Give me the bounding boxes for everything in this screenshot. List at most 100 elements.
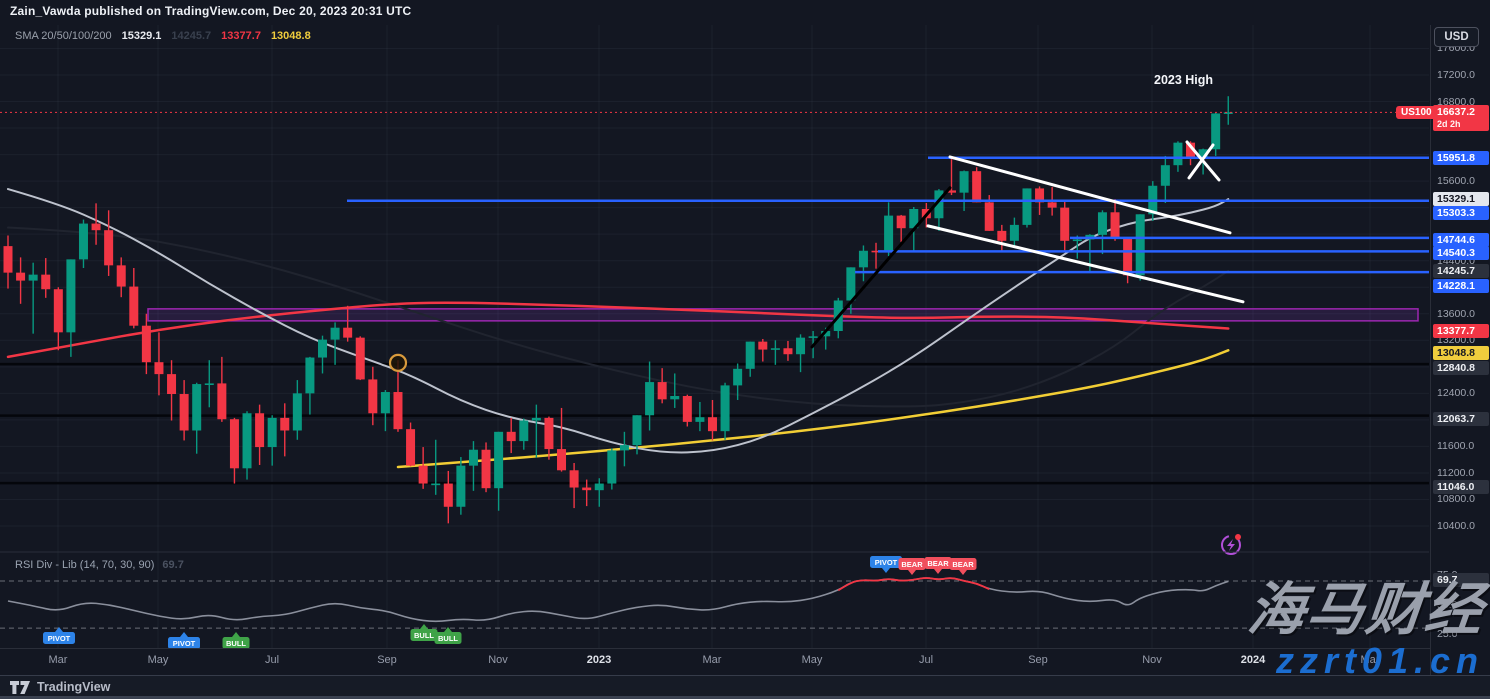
candle-body	[1198, 149, 1208, 158]
candle-down	[129, 268, 139, 329]
candle-down	[871, 242, 881, 269]
candle-body	[406, 429, 416, 466]
candle-down	[255, 404, 265, 465]
candle-down	[280, 403, 290, 457]
candle-body	[494, 431, 504, 489]
candle-down	[1060, 200, 1070, 251]
candle-body	[393, 392, 403, 430]
candle-down	[947, 159, 956, 196]
price-axis[interactable]: 17600.0 17200.0 16800.0 15600.0 14400.0 13600…	[1430, 25, 1490, 675]
price-label-69-7[interactable]: 69.7	[1433, 573, 1489, 587]
candle-up	[846, 267, 856, 314]
price-label-15329-1[interactable]: 15329.1	[1433, 192, 1489, 206]
candle-body	[1009, 224, 1019, 241]
price-label-12063-7[interactable]: 12063.7	[1433, 412, 1489, 426]
candle-body	[418, 465, 428, 484]
candle-down	[506, 417, 516, 454]
candle-body	[154, 362, 164, 375]
candle-body	[607, 450, 617, 484]
candle-down	[167, 360, 177, 421]
sma100-value: 13377.7	[221, 30, 261, 42]
candle-body	[217, 383, 227, 420]
candle-body	[255, 413, 265, 448]
candle-up	[292, 380, 302, 440]
upper-white-trendline[interactable]	[948, 155, 1232, 235]
candle-body	[66, 259, 76, 333]
candle-body	[229, 419, 239, 469]
x-mark-stroke-2[interactable]	[1187, 143, 1215, 180]
sma-legend[interactable]: SMA 20/50/100/200 15329.1 14245.7 13377.…	[15, 30, 311, 42]
candle-body	[544, 417, 554, 450]
candle-body	[468, 449, 478, 466]
price-label-15303-3[interactable]: 15303.3	[1433, 206, 1489, 220]
candle-body	[1135, 214, 1145, 276]
candle-up	[1072, 235, 1082, 259]
candle-body	[41, 274, 51, 290]
candle-up	[607, 448, 617, 490]
candle-body	[645, 382, 655, 416]
badge-bear: BEAR	[898, 558, 926, 575]
badge-pivot: PIVOT	[168, 632, 200, 649]
badge-label: PIVOT	[875, 558, 898, 567]
candlestick-series	[3, 96, 1233, 524]
candle-up	[380, 390, 390, 432]
candle-down	[393, 360, 403, 432]
time-label-may: May	[801, 654, 823, 666]
price-tick: 16800.0	[1437, 95, 1475, 108]
footer-bar: TradingView	[0, 675, 1490, 699]
time-label-jul: Jul	[264, 654, 280, 666]
candle-body	[318, 339, 327, 358]
candle-down	[154, 332, 164, 396]
candle-body	[129, 286, 139, 326]
candle-up	[619, 431, 629, 467]
last-price-label[interactable]: 16637.2 2d 2h	[1433, 105, 1489, 132]
candle-body	[594, 483, 604, 491]
time-axis[interactable]: Mar May Jul Sep Nov 2023 Mar May Jul Sep Nov 2024 Ma…	[0, 648, 1430, 675]
candle-body	[632, 415, 642, 446]
price-label-12840-8[interactable]: 12840.8	[1433, 361, 1489, 375]
currency-toggle-button[interactable]: USD	[1434, 27, 1479, 47]
badge-bull: BULL	[410, 624, 438, 641]
candle-body	[1123, 238, 1133, 276]
flash-red-dot	[1235, 534, 1241, 540]
candle-body	[204, 383, 214, 386]
time-label-jul: Jul	[918, 654, 934, 666]
badge-pointer	[444, 627, 452, 632]
candle-body	[1211, 113, 1221, 150]
price-label-14540-3[interactable]: 14540.3	[1433, 246, 1489, 260]
price-label-14228-1[interactable]: 14228.1	[1433, 279, 1489, 293]
candle-down	[443, 470, 453, 524]
candle-up	[305, 356, 315, 415]
candle-body	[1223, 112, 1233, 114]
candle-up	[959, 170, 969, 211]
price-label-15951-8[interactable]: 15951.8	[1433, 151, 1489, 165]
badge-bg	[43, 632, 75, 644]
symbol-tag[interactable]: US100	[1396, 106, 1437, 119]
time-label-nov: Nov	[1142, 654, 1162, 666]
price-label-13048-8[interactable]: 13048.8	[1433, 346, 1489, 360]
candle-up	[934, 189, 944, 231]
tradingview-brand[interactable]: TradingView	[10, 680, 110, 694]
price-label-11046-0[interactable]: 11046.0	[1433, 480, 1489, 494]
candle-body	[1035, 188, 1045, 203]
price-label-13377-7[interactable]: 13377.7	[1433, 324, 1489, 338]
candle-body	[1173, 142, 1183, 166]
badge-bg	[924, 557, 952, 569]
2023-high-annotation[interactable]: 2023 High	[1154, 73, 1214, 87]
candle-body	[557, 449, 567, 471]
rsi-indicator-title[interactable]: RSI Div - Lib (14, 70, 30, 90) 69.7	[15, 559, 184, 571]
badge-bg	[168, 637, 200, 649]
candle-body	[707, 417, 717, 432]
candle-up	[66, 259, 76, 357]
price-label-14744-6[interactable]: 14744.6	[1433, 233, 1489, 247]
pivot-circle-marker[interactable]	[388, 353, 408, 372]
candle-body	[808, 336, 818, 338]
flash-cursor-icon	[1221, 534, 1241, 555]
last-price-value: 16637.2	[1437, 106, 1475, 119]
candle-down	[53, 287, 63, 351]
black-ascending-trendline[interactable]	[810, 186, 952, 349]
lower-white-trendline[interactable]	[926, 224, 1245, 304]
price-label-14245-7[interactable]: 14245.7	[1433, 264, 1489, 278]
